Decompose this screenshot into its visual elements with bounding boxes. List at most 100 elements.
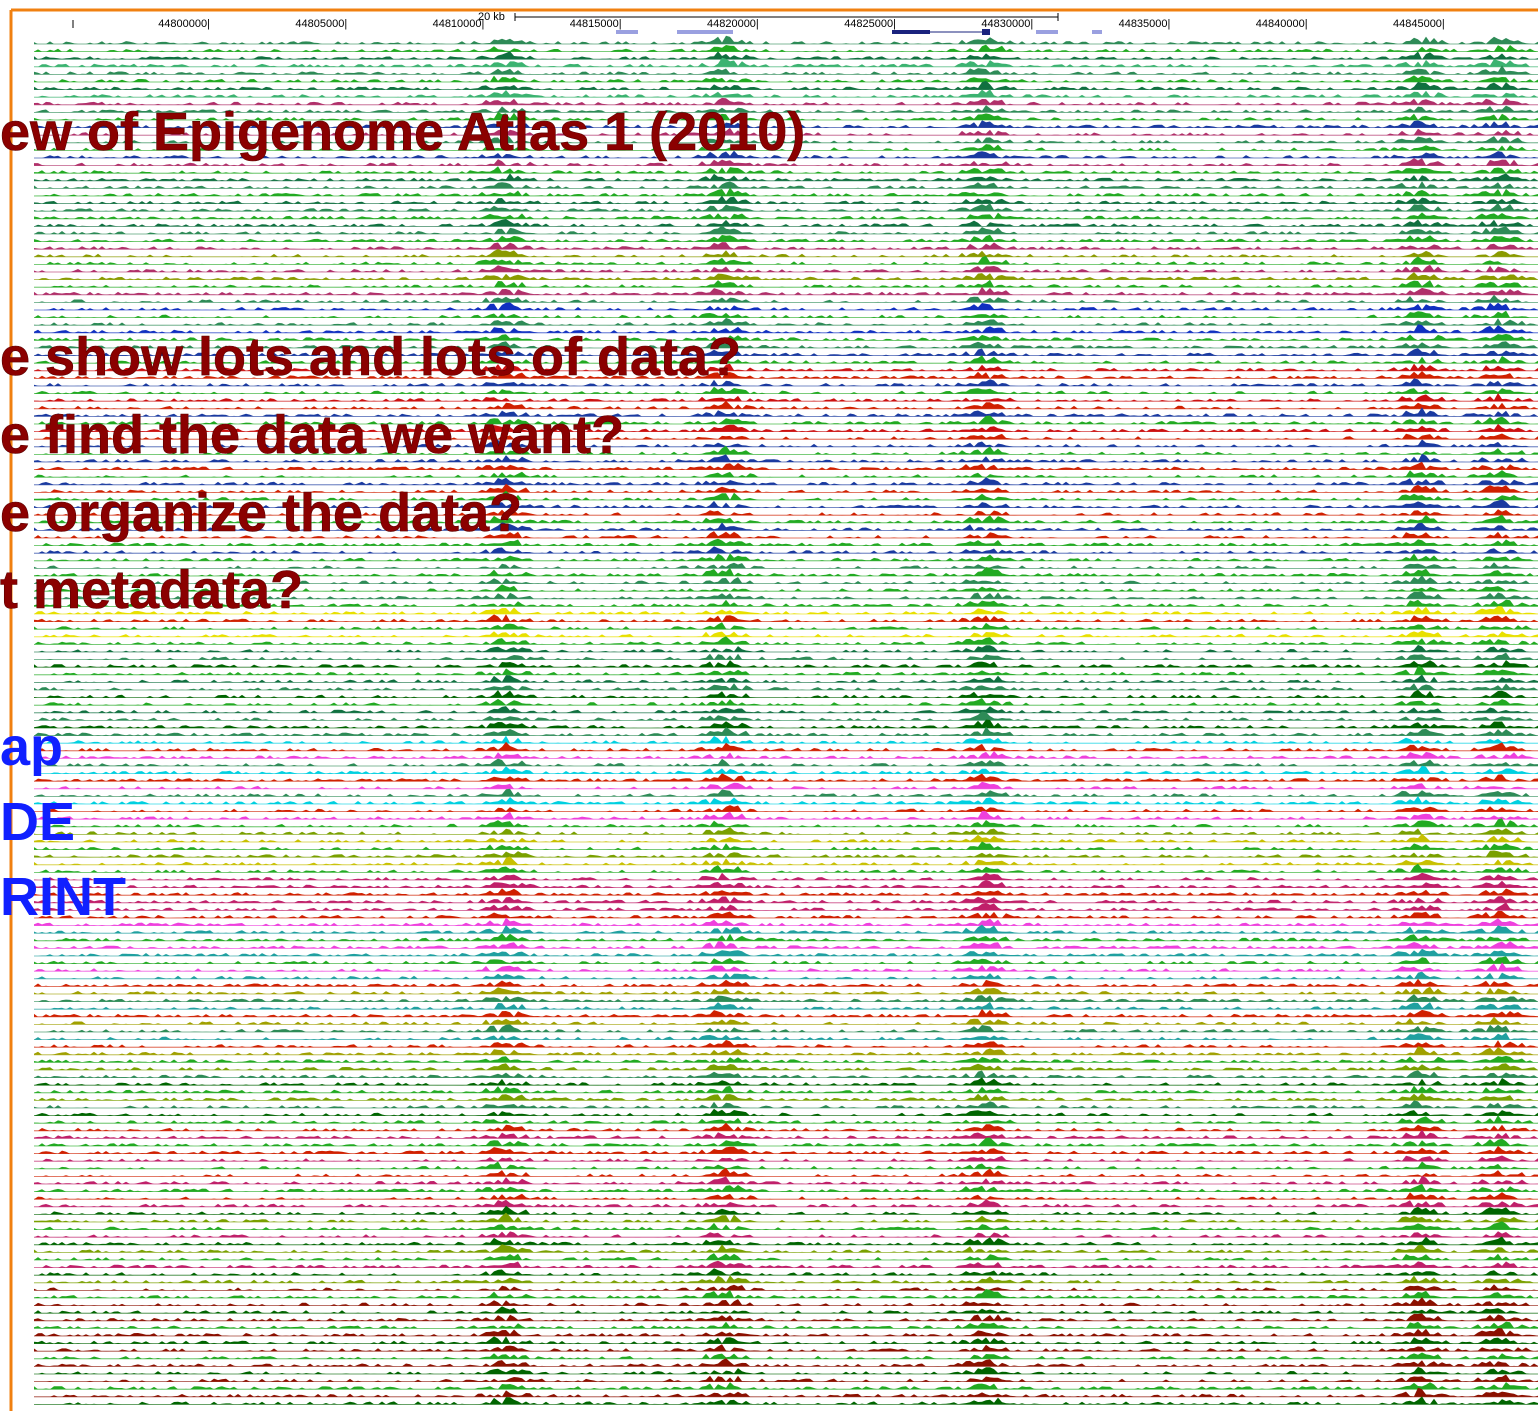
- track-signal: [34, 1175, 1538, 1184]
- track-signal: [34, 599, 1538, 607]
- track-signal: [34, 1063, 1538, 1070]
- track-signal: [34, 1352, 1538, 1359]
- track-signal: [34, 948, 1538, 956]
- track-signal: [34, 1093, 1538, 1101]
- track-signal: [34, 317, 1538, 326]
- track-signal: [34, 477, 1538, 485]
- track-signal: [34, 758, 1538, 766]
- question: e show lots and lots of data?: [0, 327, 741, 387]
- track-signal: [34, 363, 1538, 371]
- track-signal: [34, 1297, 1538, 1306]
- track-signal: [34, 1032, 1538, 1040]
- track-signal: [34, 150, 1538, 158]
- track-signal: [34, 75, 1538, 82]
- link-text: DE: [0, 792, 75, 852]
- track-signal: [34, 1199, 1538, 1207]
- track-signal: [34, 1336, 1538, 1344]
- track-signal: [34, 341, 1538, 348]
- link-text: ap: [0, 717, 63, 777]
- track-signal: [34, 400, 1538, 409]
- track-signal: [34, 917, 1538, 926]
- track-signal: [34, 386, 1538, 394]
- track-signal: [34, 415, 1538, 424]
- track-signal: [34, 105, 1538, 113]
- track-signal: [34, 333, 1538, 341]
- gene-block: [616, 30, 638, 34]
- track-signal: [34, 614, 1538, 622]
- gene-block: [1092, 30, 1102, 34]
- slide-text: ew of Epigenome Atlas 1 (2010) e show lo…: [0, 102, 806, 927]
- track-signal: [34, 546, 1538, 554]
- track-signal: [34, 202, 1538, 212]
- track-signal: [34, 1183, 1538, 1192]
- track-signal: [34, 1077, 1538, 1086]
- track-signal: [34, 622, 1538, 630]
- track-signal: [34, 279, 1538, 288]
- track-signal: [34, 509, 1538, 516]
- track-signal: [34, 567, 1538, 576]
- track-signal: [34, 665, 1538, 675]
- track-signal: [34, 1358, 1538, 1367]
- ruler-label: 44830000|: [981, 18, 1033, 30]
- track-signal: [34, 1374, 1538, 1382]
- track-signal: [34, 1115, 1538, 1124]
- track-signal: [34, 698, 1538, 706]
- track-signal: [34, 1275, 1538, 1283]
- track-signal: [34, 173, 1538, 181]
- track-signal: [34, 863, 1538, 873]
- track-signal: [34, 1344, 1538, 1352]
- track-signal: [34, 575, 1538, 584]
- track-signal: [34, 971, 1538, 979]
- gene-block: [677, 30, 733, 34]
- track-signal: [34, 1260, 1538, 1268]
- track-signal: [34, 1024, 1538, 1032]
- track-signal: [34, 423, 1538, 432]
- track-signal: [34, 856, 1538, 865]
- track-signal: [34, 225, 1538, 234]
- track-signal: [34, 1085, 1538, 1093]
- track-signal: [34, 591, 1538, 599]
- track-signal: [34, 51, 1538, 60]
- track-signal: [34, 880, 1538, 888]
- track-signal: [34, 127, 1538, 136]
- track-signal: [34, 584, 1538, 592]
- ruler: 20 kb 44800000| 44805000| 44810000| 4481500…: [72, 11, 1445, 35]
- track-signal: [34, 234, 1538, 242]
- track-signal: [34, 1289, 1538, 1298]
- track-signal: [34, 212, 1538, 219]
- track-signal: [34, 453, 1538, 462]
- track-signal: [34, 1366, 1538, 1374]
- track-signal: [34, 1167, 1538, 1177]
- track-signal: [34, 1108, 1538, 1116]
- track-signal: [34, 1145, 1538, 1154]
- track-signal: [34, 286, 1538, 295]
- track-signal: [34, 355, 1538, 364]
- ruler-label: 44835000|: [1119, 18, 1171, 30]
- track-signal: [34, 1122, 1538, 1131]
- track-signal: [34, 1328, 1538, 1336]
- scale-label: 20 kb: [478, 11, 505, 23]
- track-signal: [34, 348, 1538, 356]
- question: e organize the data?: [0, 483, 522, 543]
- track-signal: [34, 1231, 1538, 1238]
- track-signal: [34, 310, 1538, 318]
- question: e find the data we want?: [0, 405, 624, 465]
- track-signal: [34, 1268, 1538, 1276]
- track-signal: [34, 1161, 1538, 1169]
- track-signal: [34, 719, 1538, 728]
- track-signal: [34, 144, 1538, 151]
- track-signal: [34, 255, 1538, 265]
- track-signal: [34, 1396, 1538, 1405]
- frame: [9, 8, 1538, 1411]
- track-signal: [34, 553, 1538, 561]
- question: t metadata?: [0, 560, 303, 620]
- track-signal: [34, 187, 1538, 196]
- track-signal: [34, 158, 1538, 166]
- track-signal: [34, 933, 1538, 941]
- track-signal: [34, 751, 1538, 759]
- track-signal: [34, 445, 1538, 455]
- track-signal: [34, 606, 1538, 614]
- track-signal: [34, 896, 1538, 903]
- gene-block: [982, 29, 990, 35]
- track-signal: [34, 195, 1538, 204]
